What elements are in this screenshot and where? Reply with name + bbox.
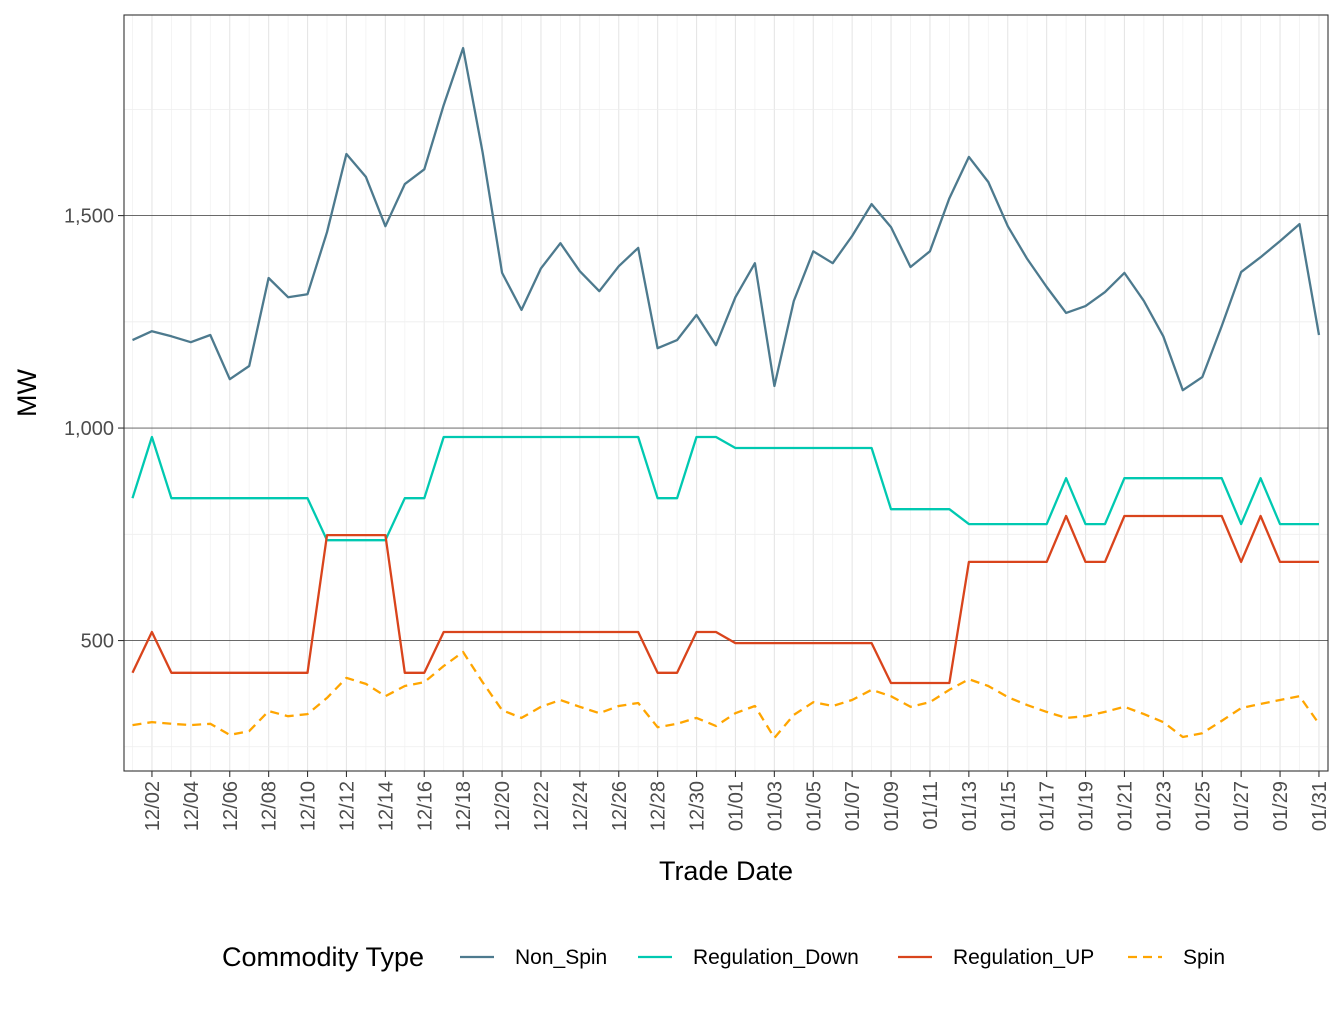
x-tick-label: 12/08: [259, 781, 281, 831]
x-tick-label: 12/26: [609, 781, 631, 831]
legend: Commodity Type Non_Spin Regulation_Down Re…: [222, 942, 1225, 972]
x-tick-label: 12/10: [298, 781, 320, 831]
series-line-regulation-down: [131, 435, 1319, 542]
x-tick-label: 01/05: [803, 781, 825, 831]
y-tick-label: 1,500: [64, 206, 114, 228]
legend-label: Non_Spin: [515, 946, 607, 969]
series-line-spin: [132, 650, 1320, 740]
x-tick-label: 12/20: [492, 781, 514, 831]
x-tick-label: 01/11: [920, 781, 942, 830]
x-tick-label: 01/31: [1309, 781, 1331, 831]
axes: 500 1,000 1,500 12/02 12/04 12/06 12/08 12/10 12…: [64, 206, 1331, 831]
x-tick-label: 01/07: [842, 781, 864, 831]
x-tick-label: 01/19: [1076, 781, 1098, 831]
x-tick-label: 12/28: [648, 781, 670, 831]
series-line-regulation-up: [131, 514, 1319, 685]
series-line-non-spin: [132, 46, 1321, 392]
y-tick-label: 1,000: [64, 418, 114, 440]
x-tick-label: 01/01: [725, 781, 747, 831]
y-axis-title: MW: [12, 369, 42, 417]
x-tick-label: 12/12: [336, 781, 358, 831]
x-tick-label: 01/23: [1153, 781, 1175, 831]
x-tick-label: 01/15: [998, 781, 1020, 831]
x-tick-label: 12/04: [181, 781, 203, 831]
plot-border: [123, 14, 1329, 772]
legend-label: Regulation_UP: [953, 946, 1094, 969]
x-tick-label: 01/27: [1231, 781, 1253, 831]
x-tick-label: 12/02: [142, 781, 164, 831]
x-tick-label: 01/13: [959, 781, 981, 831]
x-axis-title: Trade Date: [659, 856, 793, 886]
x-tick-label: 12/22: [531, 781, 553, 831]
x-tick-label: 01/29: [1270, 781, 1292, 831]
x-tick-label: 12/24: [570, 781, 592, 831]
legend-title: Commodity Type: [222, 942, 424, 972]
x-tick-label: 12/14: [375, 781, 397, 831]
y-tick-label: 500: [81, 631, 114, 653]
x-tick-label: 01/25: [1192, 781, 1214, 831]
x-tick-label: 12/16: [414, 781, 436, 831]
legend-label: Spin: [1183, 946, 1225, 969]
x-tick-label: 01/09: [881, 781, 903, 831]
x-tick-label: 12/18: [453, 781, 475, 831]
x-tick-label: 01/21: [1114, 781, 1136, 831]
series-lines: [131, 46, 1321, 740]
legend-label: Regulation_Down: [693, 946, 859, 969]
x-tick-label: 01/03: [764, 781, 786, 831]
x-tick-label: 12/06: [220, 781, 242, 831]
x-tick-label: 12/30: [687, 781, 709, 831]
grid: [124, 15, 1328, 771]
x-tick-label: 01/17: [1037, 781, 1059, 831]
